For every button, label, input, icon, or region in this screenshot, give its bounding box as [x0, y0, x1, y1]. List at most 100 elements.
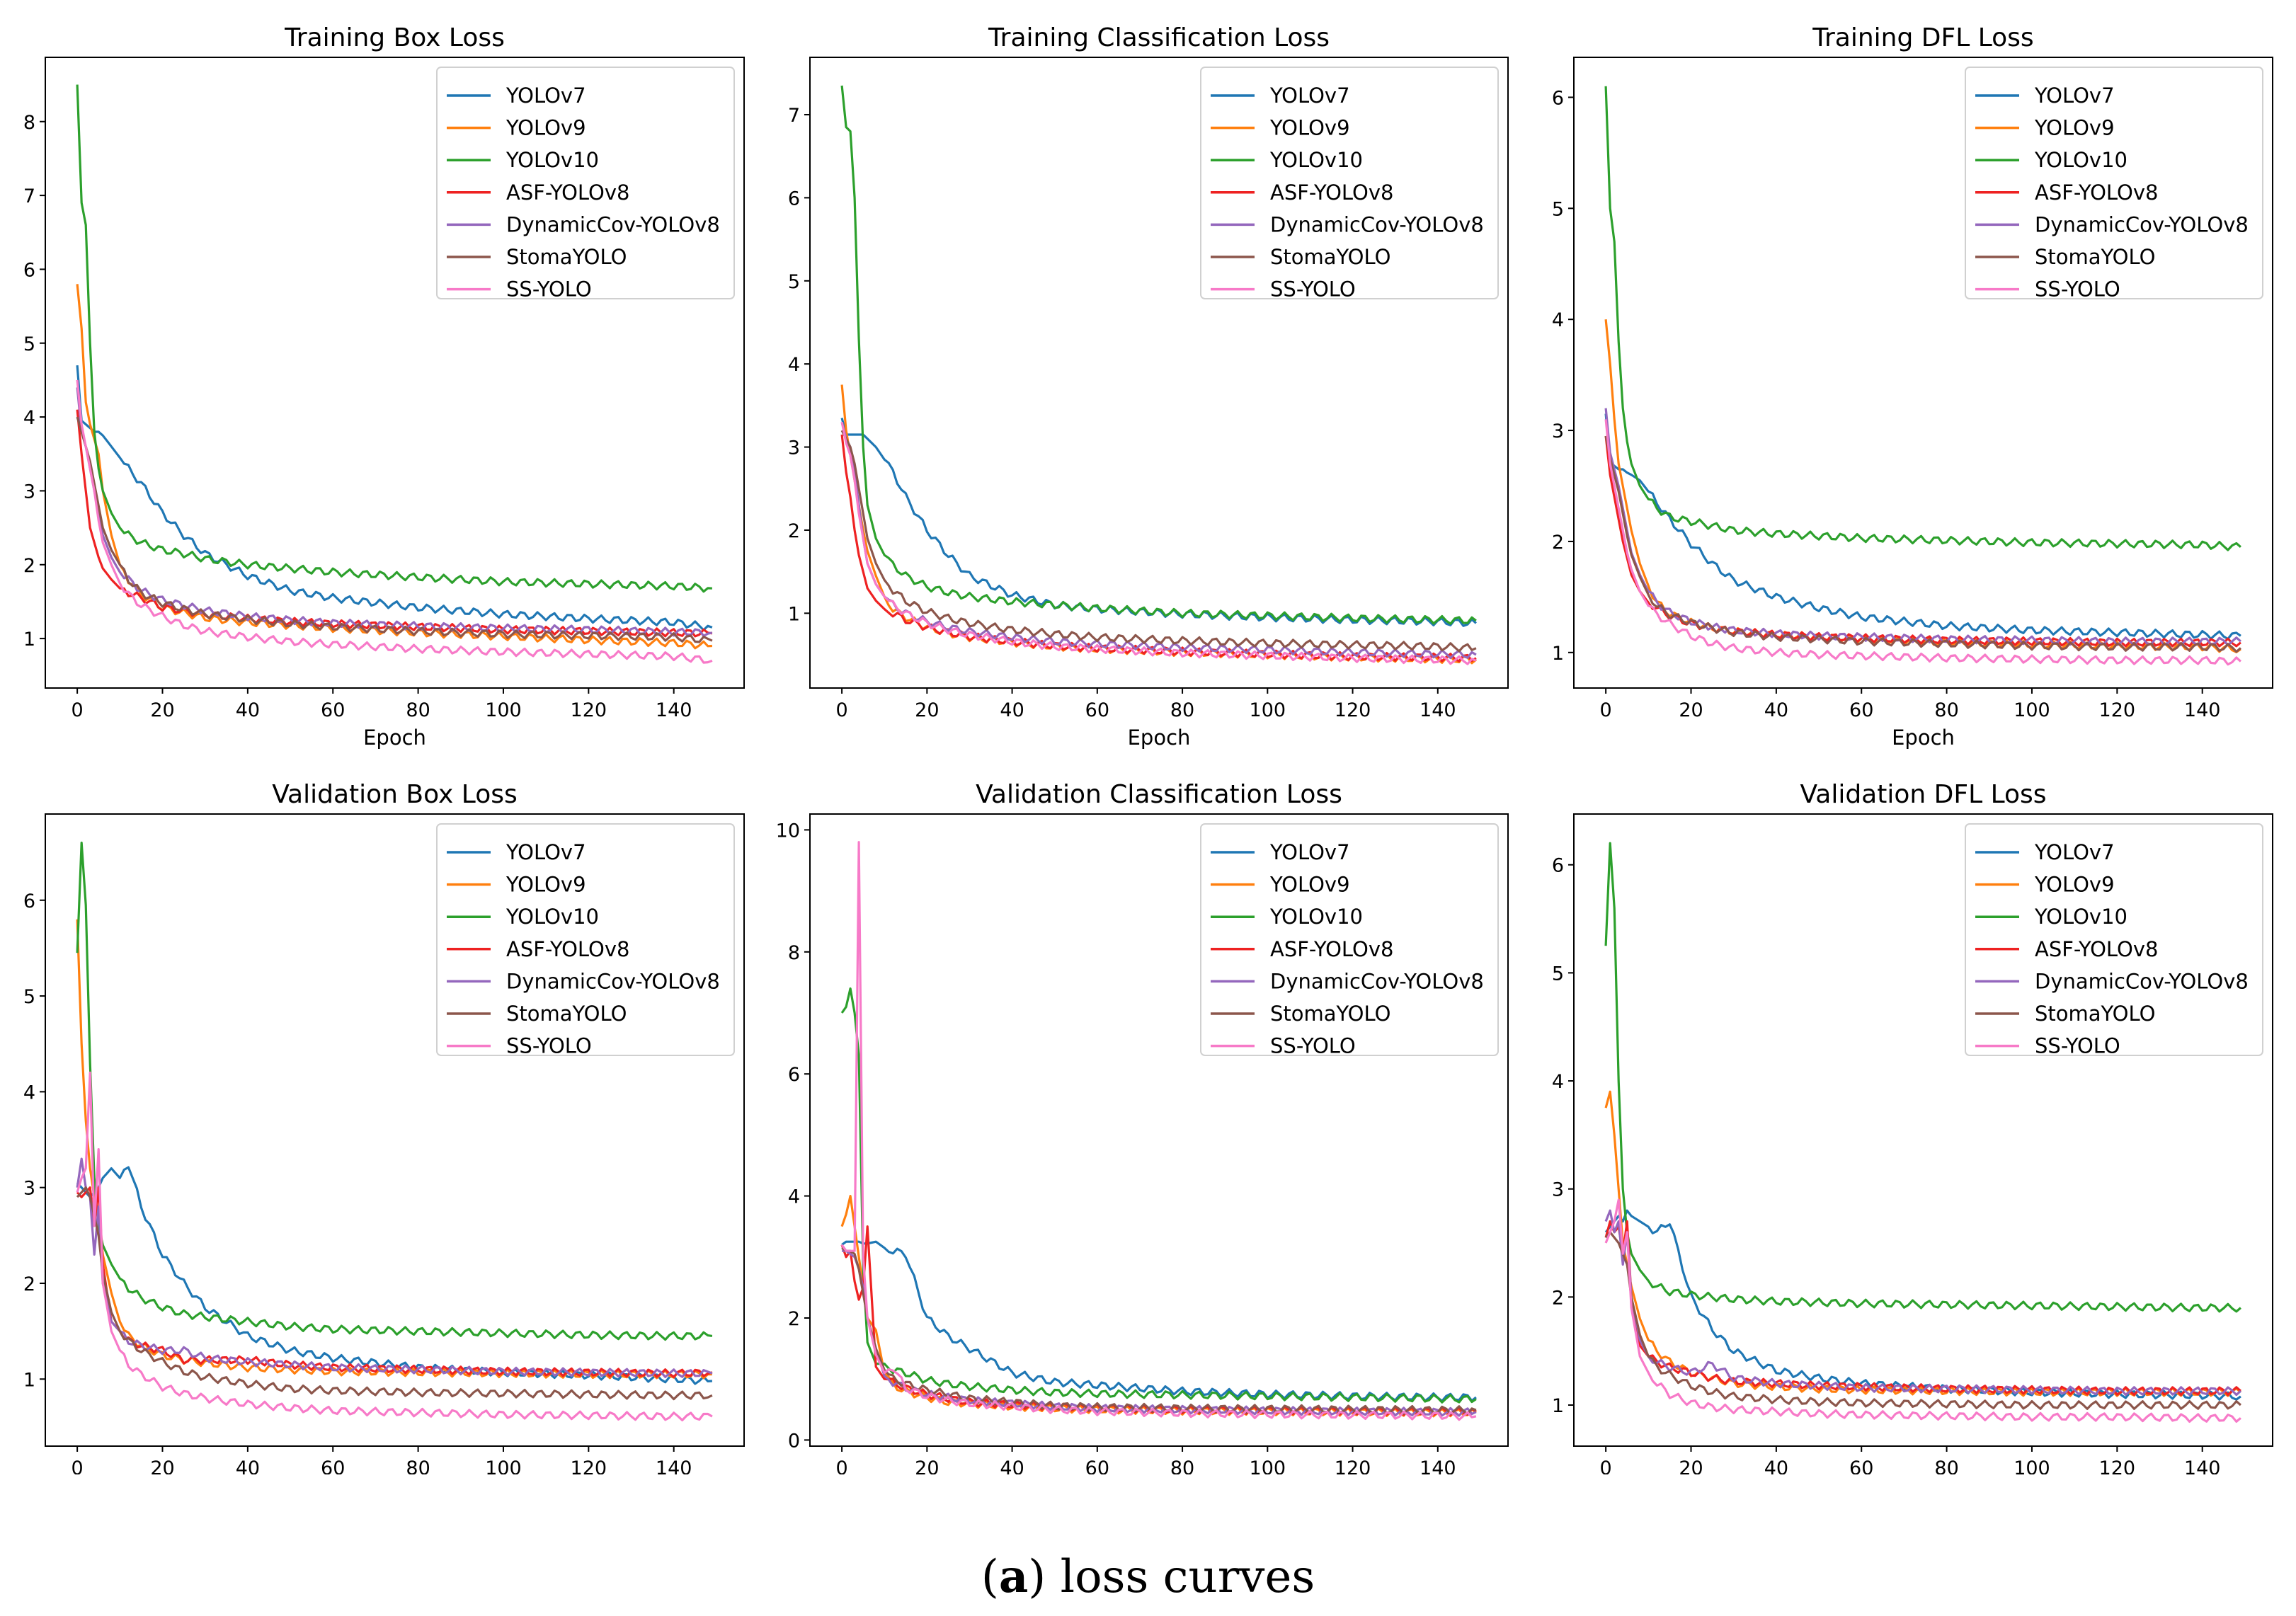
legend-label: StomaYOLO [506, 245, 627, 269]
series-line-stomayolo [76, 1186, 713, 1401]
legend-label: YOLOv9 [2034, 873, 2115, 897]
chart-validation-box-loss: 0 20 40 60 80 100 120 140 1 2 3 4 5 6 Validation Box L… [23, 780, 745, 1474]
x-tick-label: 40 [236, 1457, 260, 1474]
x-tick-label: 60 [1849, 1457, 1873, 1474]
x-tick-label: 60 [321, 699, 345, 721]
series-line-stomayolo [76, 416, 713, 643]
y-tick-label: 4 [1552, 1071, 1564, 1093]
legend-label: DynamicCov-YOLOv8 [2035, 212, 2249, 236]
legend-label: YOLOv7 [1269, 840, 1350, 864]
x-tick-label: 0 [835, 699, 847, 721]
legend-box [1965, 823, 2263, 1056]
x-tick-label: 100 [1250, 699, 1286, 721]
legend-label: StomaYOLO [2035, 245, 2155, 269]
legend-label: DynamicCov-YOLOv8 [1270, 969, 1484, 993]
y-tick-label: 4 [788, 1186, 800, 1208]
figure-caption: (a) loss curves [0, 1550, 2296, 1603]
y-tick-label: 10 [776, 820, 800, 842]
chart-title: Validation Box Loss [272, 780, 518, 809]
x-tick-label: 100 [2014, 699, 2050, 721]
legend-label: DynamicCov-YOLOv8 [506, 969, 720, 993]
chart-title: Training DFL Loss [1812, 23, 2033, 52]
legend: YOLOv7 YOLOv9 YOLOv10 ASF-YOLOv8 DynamicCov-… [1200, 67, 1499, 302]
legend-label: SS-YOLO [506, 277, 592, 302]
series-line-yolov7 [841, 1240, 1477, 1402]
legend-label: SS-YOLO [506, 1034, 592, 1058]
chart-title: Training Box Loss [284, 23, 505, 52]
y-tick-label: 4 [23, 1082, 35, 1104]
x-axis-label: Epoch [363, 726, 426, 750]
legend-label: ASF-YOLOv8 [2035, 937, 2158, 961]
x-tick-label: 100 [485, 1457, 522, 1474]
chart-training-dfl-loss: 0 20 40 60 80 100 120 140 1 2 3 4 5 6 Training DFL Los… [1552, 23, 2273, 750]
y-tick-label: 6 [1552, 87, 1564, 109]
x-tick-label: 120 [1335, 1457, 1371, 1474]
legend-label: YOLOv7 [2034, 84, 2115, 108]
y-tick-label: 5 [1552, 963, 1564, 985]
x-tick-label: 140 [656, 699, 692, 721]
y-tick-label: 5 [788, 271, 800, 293]
x-tick-label: 60 [1085, 699, 1109, 721]
x-tick-label: 0 [1600, 699, 1612, 721]
chart-training-classification-loss: 0 20 40 60 80 100 120 140 1 2 3 4 5 6 7 Training Classi… [788, 23, 1509, 750]
legend-label: YOLOv10 [2034, 148, 2127, 172]
x-tick-label: 80 [1934, 699, 1958, 721]
series-line-yolov7 [1604, 413, 2241, 641]
series-line-yolov9 [840, 1194, 1477, 1418]
y-tick-label: 6 [788, 188, 800, 210]
legend-label: YOLOv9 [1269, 873, 1350, 897]
x-tick-label: 60 [1849, 699, 1873, 721]
x-tick-label: 120 [571, 1457, 607, 1474]
x-tick-label: 0 [835, 1457, 847, 1474]
x-tick-label: 140 [2184, 699, 2221, 721]
x-tick-label: 80 [406, 699, 430, 721]
x-tick-label: 40 [1764, 1457, 1788, 1474]
legend-label: ASF-YOLOv8 [506, 937, 629, 961]
y-tick-label: 1 [1552, 643, 1564, 665]
series-line-ss-yolo [1604, 1198, 2241, 1423]
x-tick-label: 140 [1420, 699, 1456, 721]
x-tick-label: 40 [236, 699, 260, 721]
y-tick-label: 2 [23, 1273, 35, 1295]
legend-label: YOLOv9 [1269, 116, 1350, 140]
y-tick-label: 1 [23, 629, 35, 651]
x-tick-label: 40 [1000, 699, 1024, 721]
y-tick-label: 6 [23, 890, 35, 912]
series-line-yolov10 [76, 841, 713, 1341]
y-tick-label: 2 [788, 1308, 800, 1330]
caption-text: loss curves [1060, 1551, 1315, 1603]
legend-label: YOLOv7 [2034, 840, 2115, 864]
legend-label: StomaYOLO [2035, 1002, 2155, 1026]
legend-label: ASF-YOLOv8 [506, 180, 629, 205]
x-tick-label: 100 [2014, 1457, 2050, 1474]
x-tick-label: 80 [1170, 699, 1194, 721]
legend-label: YOLOv10 [1269, 905, 1363, 929]
x-tick-label: 140 [656, 1457, 692, 1474]
series-line-ss-yolo [1604, 419, 2241, 666]
legend-label: SS-YOLO [1270, 277, 1356, 302]
legend-box [436, 823, 735, 1056]
axes-frame [1573, 57, 2273, 689]
series-line-yolov10 [1604, 842, 2241, 1313]
x-tick-label: 20 [1679, 699, 1703, 721]
y-tick-label: 7 [788, 105, 800, 127]
axes-frame [1573, 813, 2273, 1447]
legend-label: YOLOv7 [1269, 84, 1350, 108]
y-tick-label: 5 [23, 986, 35, 1008]
x-tick-label: 140 [1420, 1457, 1456, 1474]
y-tick-label: 1 [23, 1369, 35, 1391]
legend-label: ASF-YOLOv8 [2035, 180, 2158, 205]
legend-label: YOLOv9 [506, 116, 586, 140]
series-line-ss-yolo [76, 1071, 713, 1422]
legend-label: YOLOv10 [506, 905, 599, 929]
x-tick-label: 0 [1600, 1457, 1612, 1474]
chart-title: Training Classification Loss [988, 23, 1330, 52]
axes-frame [45, 57, 745, 689]
x-tick-label: 0 [72, 699, 84, 721]
y-tick-label: 1 [1552, 1395, 1564, 1417]
x-tick-label: 20 [915, 699, 939, 721]
series-line-asf-yolov8 [1604, 1220, 2241, 1397]
series-line-stomayolo [1604, 1231, 2241, 1410]
legend-label: DynamicCov-YOLOv8 [1270, 212, 1484, 236]
legend: YOLOv7 YOLOv9 YOLOv10 ASF-YOLOv8 DynamicCov-… [1965, 67, 2263, 302]
